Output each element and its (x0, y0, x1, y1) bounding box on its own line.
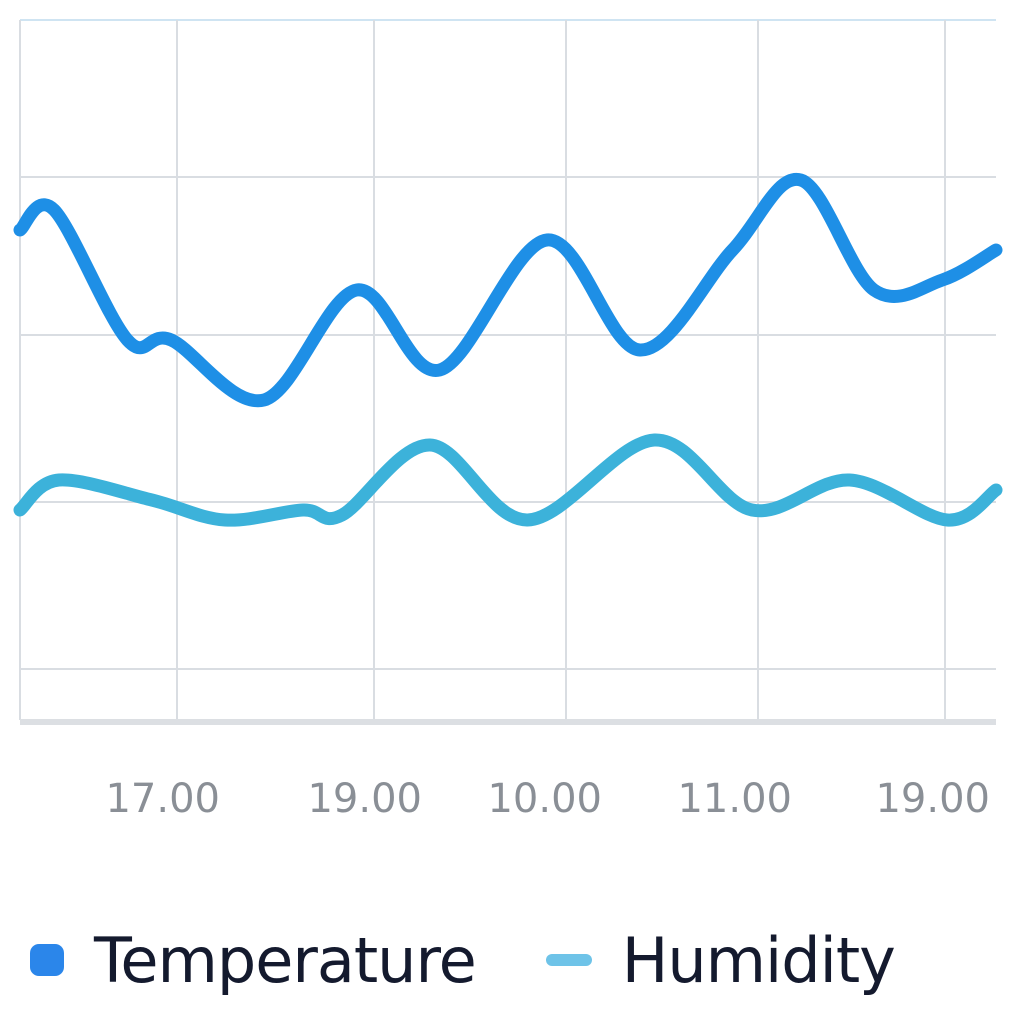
legend: Temperature Humidity (30, 920, 965, 1000)
legend-label-temperature: Temperature (94, 923, 477, 997)
x-tick-label: 19.00 (875, 776, 990, 822)
x-tick-label: 10.00 (487, 776, 602, 822)
legend-item-temperature: Temperature (30, 923, 477, 997)
x-axis-tick-labels: 17.00 19.00 10.00 11.00 19.00 (105, 776, 990, 822)
humidity-swatch-icon (545, 954, 592, 966)
x-tick-label: 17.00 (105, 776, 220, 822)
temperature-swatch-icon (30, 944, 64, 976)
series-line-humidity (13, 433, 1003, 527)
series-line-temperature (13, 173, 1003, 408)
legend-label-humidity: Humidity (621, 923, 896, 997)
x-tick-label: 11.00 (677, 776, 792, 822)
chart-series (13, 173, 1003, 527)
line-chart: 17.00 19.00 10.00 11.00 19.00 (13, 19, 1003, 822)
grid-lines (19, 19, 996, 725)
legend-item-humidity: Humidity (545, 923, 896, 997)
x-tick-label: 19.00 (307, 776, 422, 822)
